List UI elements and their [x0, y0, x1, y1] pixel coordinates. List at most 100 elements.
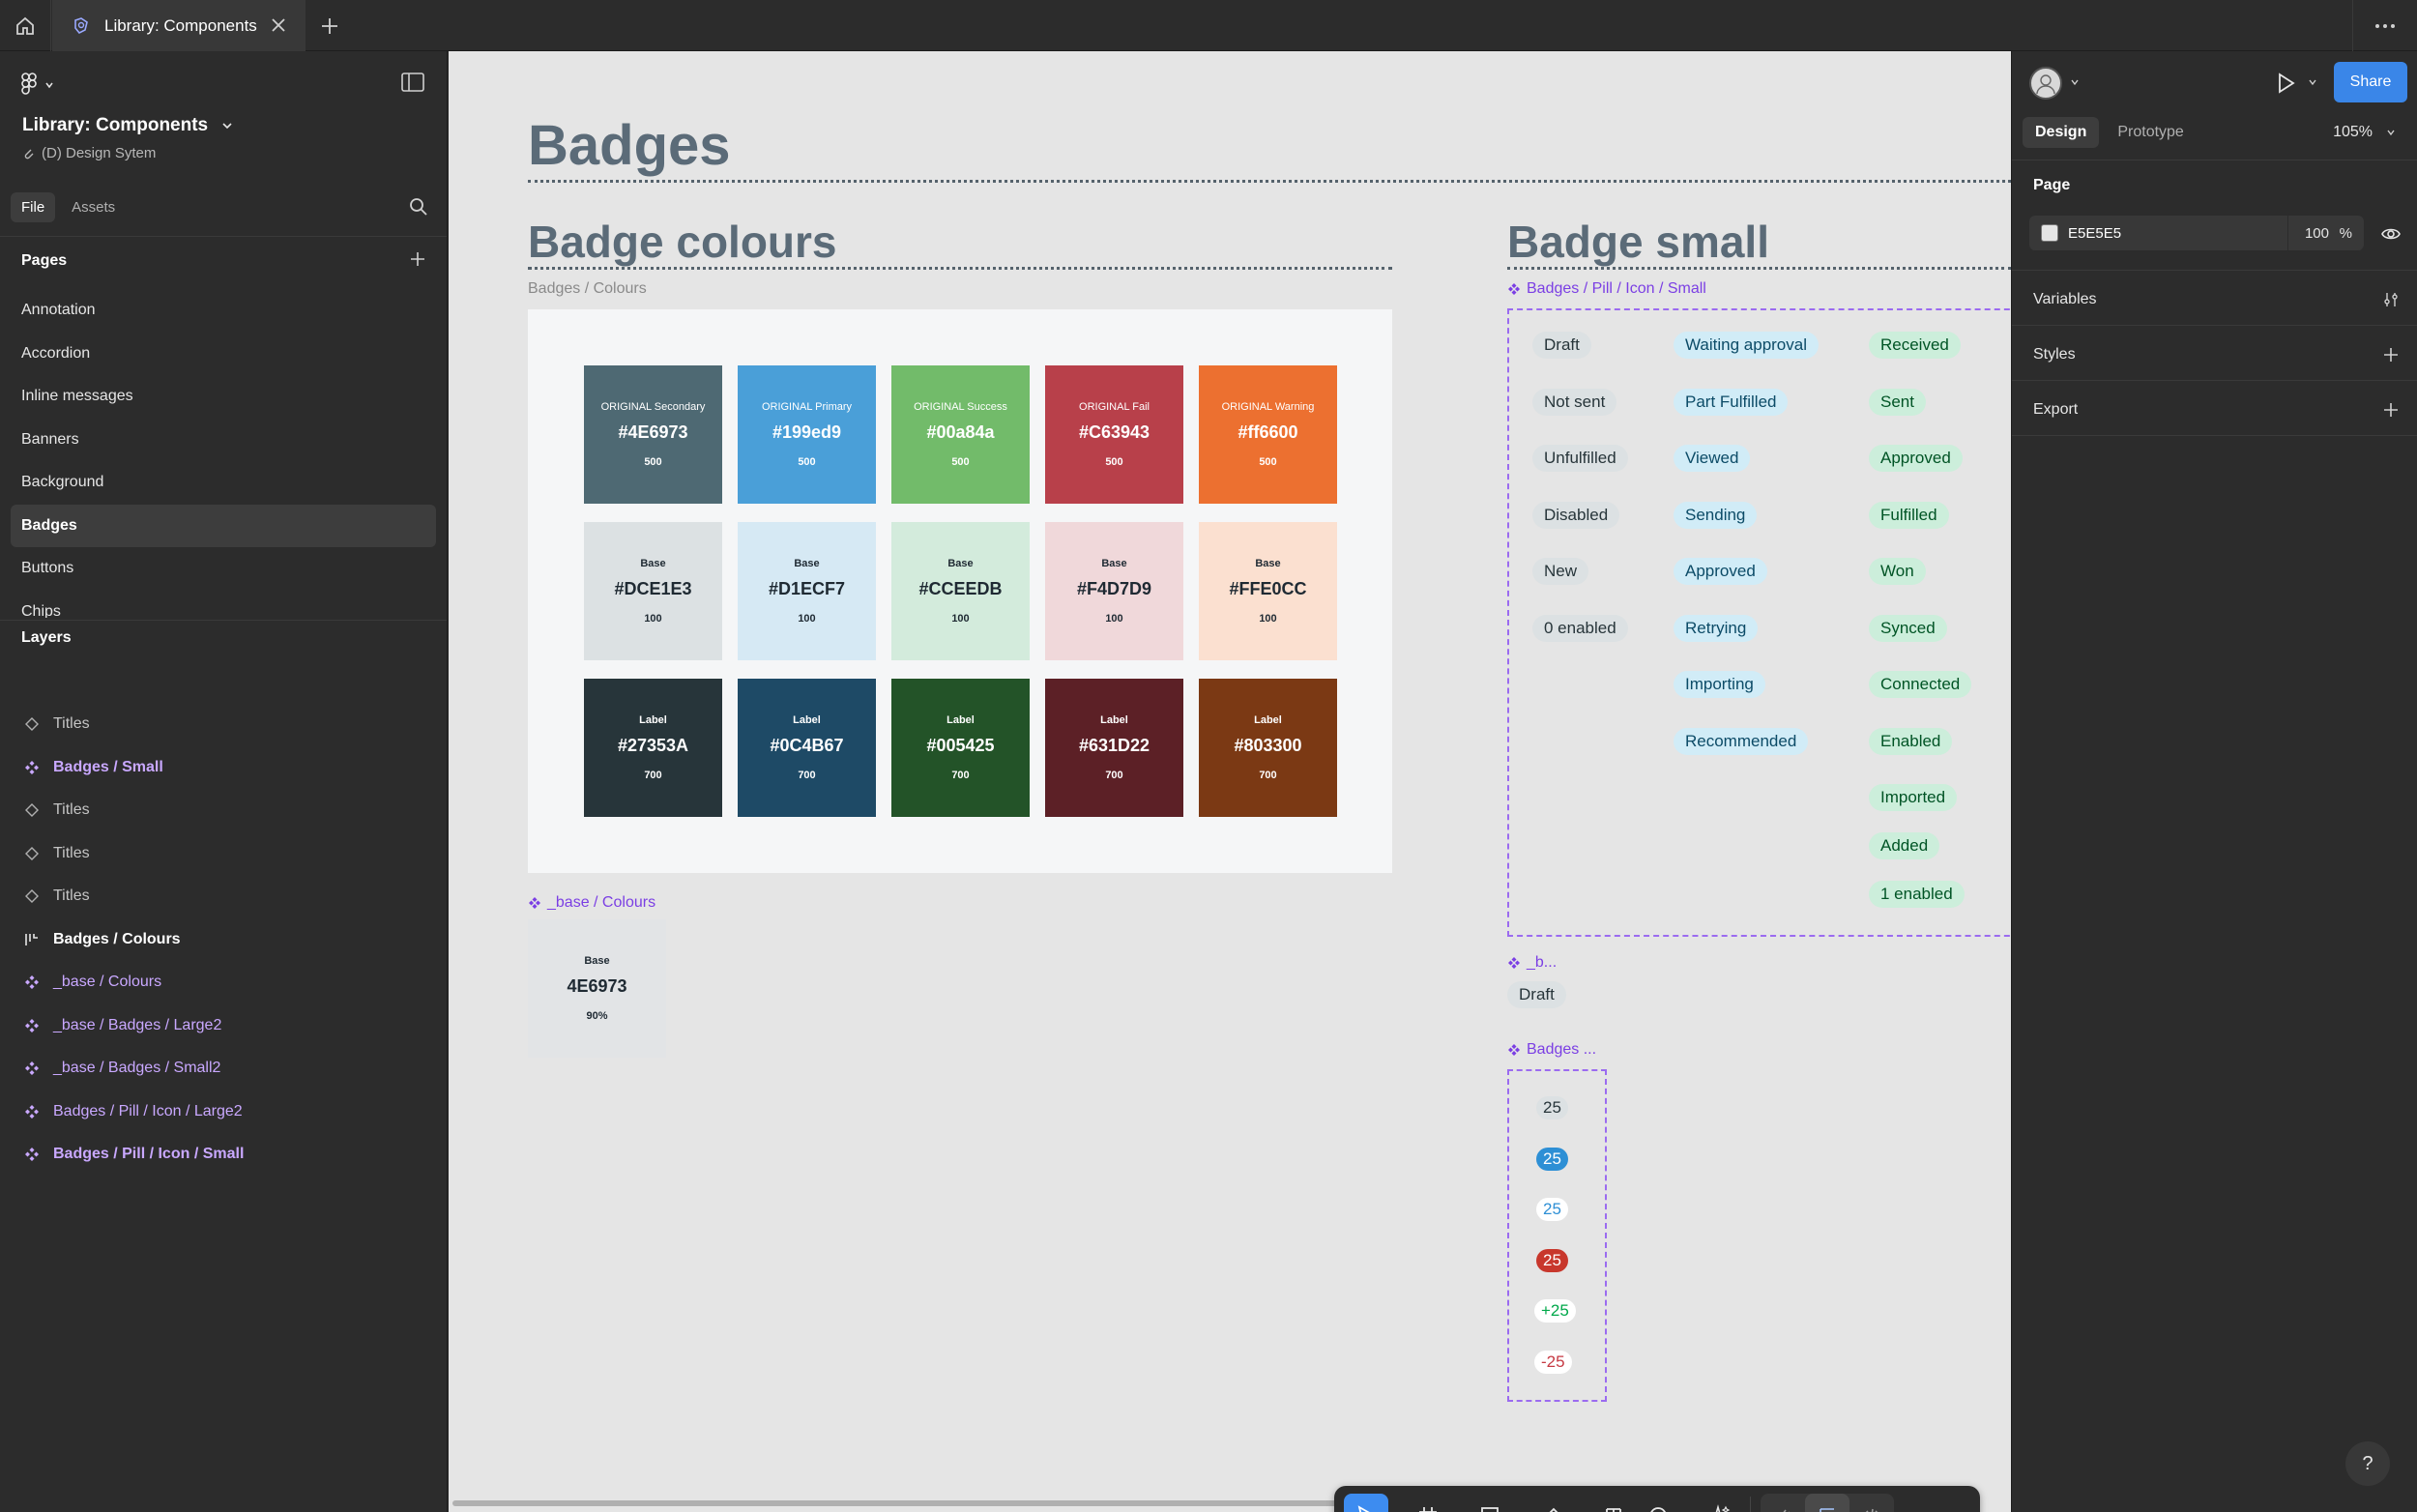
page-item-buttons[interactable]: Buttons	[21, 560, 74, 577]
badge-pill[interactable]: Won	[1869, 558, 1926, 585]
layer-item[interactable]: Titles	[11, 789, 436, 832]
count-badge[interactable]: 25	[1536, 1147, 1568, 1171]
badge-pill[interactable]: Approved	[1674, 558, 1767, 585]
more-icon[interactable]	[2373, 15, 2398, 37]
colour-swatch[interactable]: Label #803300 700	[1199, 679, 1337, 817]
page-color-field[interactable]: E5E5E5 100 %	[2029, 216, 2364, 250]
colour-swatch[interactable]: ORIGINAL Warning #ff6600 500	[1199, 365, 1337, 504]
play-icon[interactable]	[2273, 71, 2298, 96]
page-opacity[interactable]: 100	[2304, 224, 2329, 242]
colour-swatch[interactable]: Label #005425 700	[891, 679, 1030, 817]
layer-item[interactable]: Titles	[11, 703, 436, 746]
component-label[interactable]: _b...	[1507, 954, 1557, 972]
badge-pill[interactable]: Added	[1869, 832, 1940, 859]
close-icon[interactable]	[269, 15, 288, 35]
badge-pill[interactable]: 0 enabled	[1532, 614, 1628, 642]
count-badge[interactable]: 25	[1536, 1248, 1568, 1272]
chevron-down-icon[interactable]	[2070, 78, 2080, 86]
component-label[interactable]: Badges ...	[1507, 1041, 1596, 1059]
layer-item[interactable]: Badges / Pill / Icon / Large2	[11, 1090, 436, 1134]
pen-tool-menu[interactable]	[1574, 1494, 1591, 1512]
badge-pill[interactable]: Received	[1869, 332, 1961, 359]
frame-tool-menu[interactable]	[1450, 1494, 1468, 1512]
pen-tool-button[interactable]	[1529, 1494, 1574, 1512]
page-item-badges[interactable]: Badges	[11, 504, 436, 547]
badge-pill[interactable]: Enabled	[1869, 727, 1953, 755]
sidebar-toggle-icon[interactable]	[400, 71, 425, 94]
layer-item[interactable]: Titles	[11, 832, 436, 876]
styles-section-title[interactable]: Styles	[2033, 346, 2076, 363]
colour-swatch[interactable]: Base #FFE0CC 100	[1199, 522, 1337, 660]
colour-swatch[interactable]: Base #F4D7D9 100	[1045, 522, 1183, 660]
export-section-title[interactable]: Export	[2033, 401, 2079, 418]
comment-tool-menu[interactable]	[1680, 1494, 1698, 1512]
page-item-annotation[interactable]: Annotation	[21, 302, 96, 319]
colour-swatch[interactable]: ORIGINAL Primary #199ed9 500	[738, 365, 876, 504]
badge-pill[interactable]: Viewed	[1674, 445, 1751, 472]
colour-swatch[interactable]: Base #CCEEDB 100	[891, 522, 1030, 660]
shape-tool-menu[interactable]	[1512, 1494, 1529, 1512]
badge-pill[interactable]: Imported	[1869, 784, 1958, 811]
count-badge[interactable]: 25	[1536, 1096, 1568, 1119]
badge-pill[interactable]: Draft	[1507, 981, 1566, 1008]
colour-swatch[interactable]: Label #631D22 700	[1045, 679, 1183, 817]
layer-item[interactable]: Badges / Pill / Icon / Small	[11, 1133, 436, 1177]
badge-pill[interactable]: New	[1532, 558, 1589, 585]
badges-colours-frame[interactable]: ORIGINAL Secondary #4E6973 500 ORIGINAL Pri…	[528, 309, 1392, 873]
badge-pill[interactable]: Draft	[1532, 332, 1591, 359]
badge-pill[interactable]: Fulfilled	[1869, 501, 1949, 529]
tab-assets[interactable]: Assets	[72, 199, 116, 216]
colour-swatch[interactable]: Base #D1ECF7 100	[738, 522, 876, 660]
dev-mode-button[interactable]	[1849, 1494, 1894, 1512]
count-badge[interactable]: +25	[1534, 1299, 1576, 1323]
badge-pill[interactable]: Not sent	[1532, 388, 1617, 416]
file-title[interactable]: Library: Components	[22, 115, 233, 136]
badge-pill[interactable]: Retrying	[1674, 614, 1759, 642]
page-item-chips[interactable]: Chips	[21, 602, 61, 618]
colour-swatch[interactable]: Label #0C4B67 700	[738, 679, 876, 817]
component-label[interactable]: Badges / Pill / Icon / Small	[1507, 280, 1706, 298]
count-badges-component-set[interactable]: 25 25 25 25 +25 -25	[1507, 1069, 1607, 1402]
badge-pill[interactable]: Connected	[1869, 671, 1972, 698]
file-tab[interactable]: Library: Components	[52, 0, 306, 51]
ai-tool-button[interactable]	[1698, 1494, 1742, 1512]
frame-tool-button[interactable]	[1406, 1494, 1450, 1512]
badge-pill[interactable]: Unfulfilled	[1532, 445, 1628, 472]
page-item-inline-messages[interactable]: Inline messages	[21, 388, 133, 405]
badge-pill[interactable]: Approved	[1869, 445, 1963, 472]
canvas[interactable]: Badges Badge colours Badges / Colours OR…	[449, 51, 2011, 1512]
badge-pill[interactable]: Recommended	[1674, 727, 1809, 755]
variables-settings-icon[interactable]	[2382, 291, 2400, 308]
badge-pill[interactable]: Synced	[1869, 614, 1947, 642]
count-badge[interactable]: -25	[1534, 1350, 1572, 1374]
add-export-icon[interactable]	[2382, 401, 2400, 419]
frame-label[interactable]: Badges / Colours	[528, 280, 647, 297]
page-item-background[interactable]: Background	[21, 474, 104, 491]
avatar[interactable]	[2029, 67, 2062, 100]
badge-pill[interactable]: Disabled	[1532, 501, 1620, 529]
layer-item[interactable]: _base / Badges / Large2	[11, 1004, 436, 1048]
design-mode-button[interactable]	[1805, 1494, 1849, 1512]
share-button[interactable]: Share	[2334, 62, 2407, 102]
comment-tool-button[interactable]	[1636, 1494, 1680, 1512]
page-item-banners[interactable]: Banners	[21, 430, 79, 448]
page-item-accordion[interactable]: Accordion	[21, 344, 91, 362]
colour-swatch[interactable]: Base #DCE1E3 100	[584, 522, 722, 660]
layer-item[interactable]: _base / Colours	[11, 961, 436, 1004]
page-color-hex[interactable]: E5E5E5	[2068, 224, 2122, 242]
plus-icon[interactable]	[319, 15, 340, 37]
add-page-icon[interactable]	[408, 249, 427, 269]
home-button[interactable]	[0, 0, 51, 51]
rectangle-tool-button[interactable]	[1468, 1494, 1512, 1512]
chevron-down-icon[interactable]	[2308, 78, 2317, 86]
color-swatch[interactable]	[2041, 224, 2058, 242]
colour-swatch[interactable]: ORIGINAL Fail #C63943 500	[1045, 365, 1183, 504]
help-button[interactable]: ?	[2345, 1441, 2390, 1486]
layer-item[interactable]: Titles	[11, 875, 436, 918]
badge-small-component-set[interactable]: Draft Not sent Unfulfilled Disabled New 0 ena…	[1507, 308, 2011, 937]
badge-pill[interactable]: Importing	[1674, 671, 1765, 698]
project-link[interactable]: (D) Design Sytem	[22, 145, 156, 161]
zoom-control[interactable]: 105%	[2333, 124, 2396, 141]
draw-mode-button[interactable]	[1761, 1494, 1805, 1512]
move-tool-menu[interactable]	[1388, 1494, 1406, 1512]
